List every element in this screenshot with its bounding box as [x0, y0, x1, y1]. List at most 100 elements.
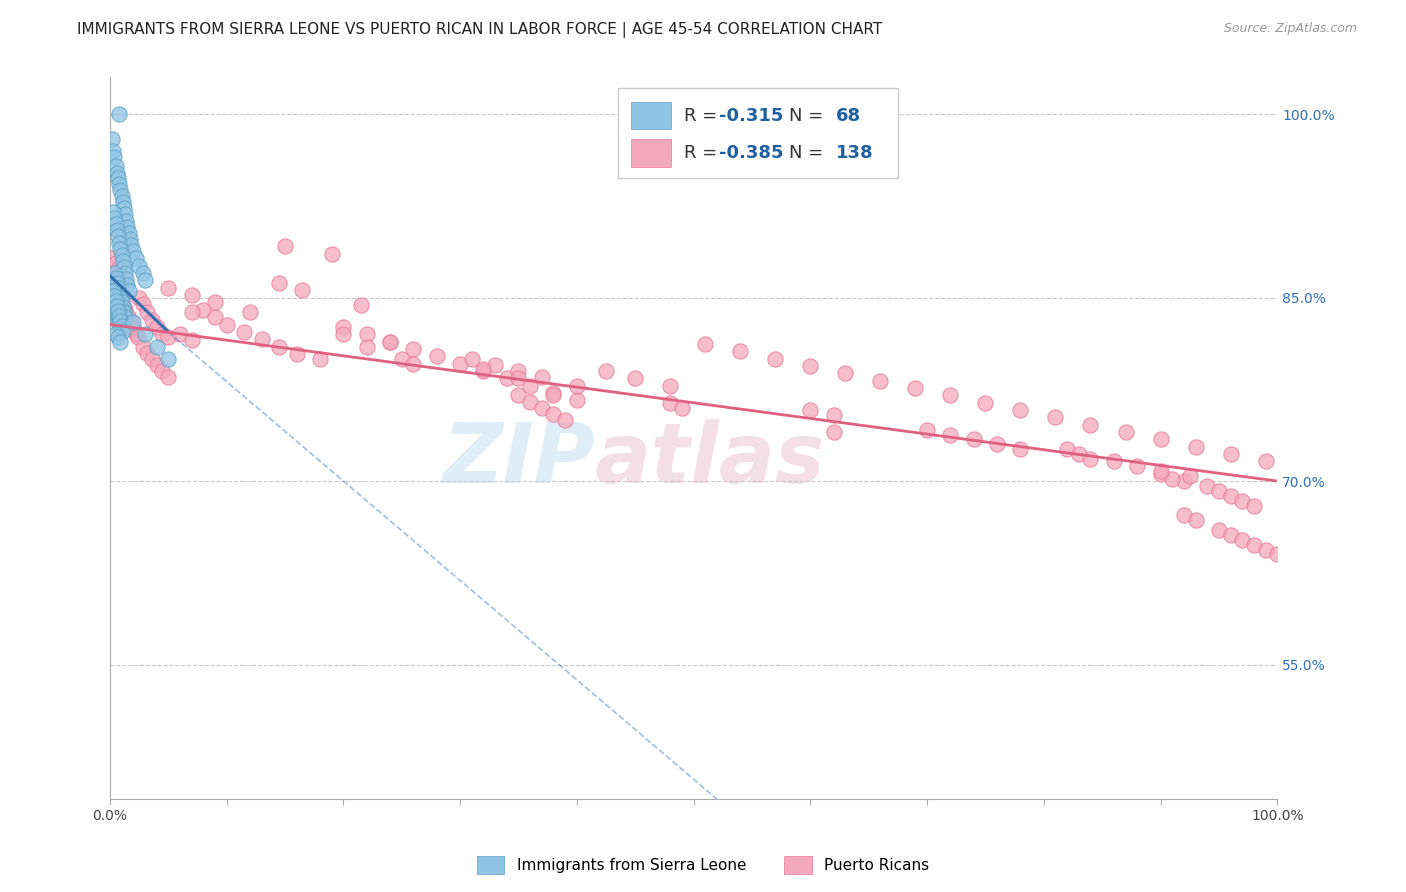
Point	[1219, 447, 1241, 461]
Point	[103, 266, 125, 280]
Point	[107, 170, 129, 185]
Point	[108, 318, 131, 332]
Point	[1126, 459, 1149, 474]
Point	[108, 107, 131, 121]
Point	[1232, 533, 1254, 547]
FancyBboxPatch shape	[630, 102, 672, 129]
Point	[103, 285, 125, 299]
Point	[120, 315, 142, 329]
Point	[1149, 433, 1171, 447]
Point	[108, 235, 131, 250]
Point	[508, 388, 530, 402]
Point	[402, 357, 425, 371]
Point	[1173, 508, 1195, 523]
Point	[1115, 425, 1137, 439]
Point	[1149, 467, 1171, 481]
Point	[554, 413, 576, 427]
Point	[239, 305, 262, 319]
Point	[1080, 452, 1102, 467]
Text: N =: N =	[789, 145, 830, 162]
Point	[519, 378, 541, 392]
Point	[869, 374, 891, 388]
Point	[321, 246, 343, 260]
Point	[763, 351, 786, 366]
Point	[1243, 538, 1265, 552]
Point	[332, 327, 354, 342]
Point	[426, 349, 449, 363]
Point	[131, 266, 153, 280]
Point	[193, 302, 215, 317]
FancyBboxPatch shape	[617, 88, 898, 178]
Point	[110, 293, 132, 307]
Point	[112, 305, 135, 319]
Point	[1067, 447, 1090, 461]
Point	[105, 285, 128, 300]
Point	[101, 131, 124, 145]
Point	[508, 371, 530, 385]
Point	[215, 318, 238, 332]
Point	[472, 364, 495, 378]
Point	[105, 223, 128, 237]
Text: -0.385: -0.385	[720, 145, 783, 162]
Point	[122, 315, 145, 329]
Point	[169, 327, 191, 342]
Point	[150, 364, 173, 378]
Point	[111, 324, 134, 338]
Point	[108, 177, 131, 191]
Point	[823, 425, 845, 439]
Point	[157, 370, 180, 384]
Text: IMMIGRANTS FROM SIERRA LEONE VS PUERTO RICAN IN LABOR FORCE | AGE 45-54 CORRELAT: IMMIGRANTS FROM SIERRA LEONE VS PUERTO R…	[77, 22, 883, 38]
Point	[107, 304, 129, 318]
Point	[1184, 440, 1206, 454]
Point	[565, 393, 588, 408]
Point	[1254, 454, 1277, 468]
Point	[1197, 479, 1219, 493]
Legend: Immigrants from Sierra Leone, Puerto Ricans: Immigrants from Sierra Leone, Puerto Ric…	[471, 850, 935, 880]
Point	[1056, 442, 1078, 457]
Point	[104, 276, 127, 290]
Point	[356, 327, 378, 342]
Point	[103, 289, 125, 303]
Point	[110, 322, 132, 336]
Point	[108, 261, 131, 276]
Point	[114, 302, 136, 317]
Point	[834, 367, 856, 381]
Text: N =: N =	[789, 107, 830, 125]
Point	[543, 386, 565, 401]
Point	[291, 283, 314, 297]
Point	[110, 314, 132, 328]
Point	[104, 294, 127, 309]
Point	[117, 285, 139, 299]
Text: atlas: atlas	[595, 419, 825, 500]
Point	[136, 345, 159, 359]
Point	[1219, 489, 1241, 503]
Point	[103, 205, 125, 219]
Point	[128, 259, 150, 273]
Point	[117, 311, 139, 326]
Point	[107, 330, 129, 344]
Point	[269, 339, 291, 353]
Point	[180, 288, 202, 302]
Point	[128, 291, 150, 305]
Point	[103, 266, 125, 280]
Point	[671, 401, 693, 415]
Point	[114, 207, 136, 221]
Point	[124, 252, 146, 266]
Point	[1254, 542, 1277, 557]
Point	[107, 229, 129, 244]
Point	[110, 291, 132, 305]
Point	[391, 351, 413, 366]
Point	[110, 248, 132, 262]
Point	[378, 334, 401, 349]
Point	[107, 281, 129, 295]
Point	[1173, 474, 1195, 488]
Point	[105, 276, 128, 290]
Point	[986, 437, 1008, 451]
Point	[823, 408, 845, 422]
Point	[695, 337, 717, 351]
Point	[124, 327, 146, 342]
Point	[108, 309, 131, 323]
Point	[104, 217, 127, 231]
Point	[145, 358, 167, 372]
Point	[1265, 548, 1288, 562]
